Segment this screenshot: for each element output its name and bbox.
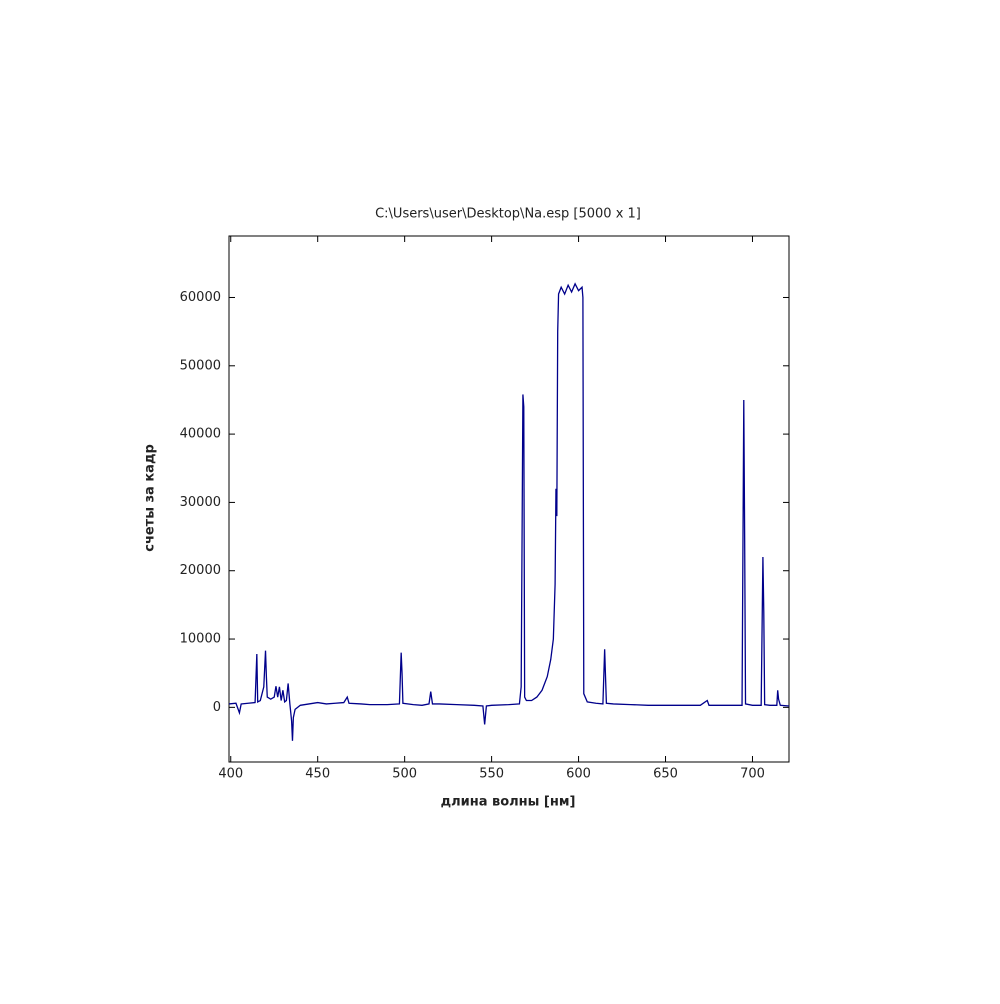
x-tick-label: 600 — [566, 767, 591, 782]
y-axis-label: счеты за кадр — [143, 444, 158, 552]
y-tick-label: 10000 — [180, 632, 221, 647]
x-tick-label: 550 — [479, 767, 504, 782]
y-tick-label: 20000 — [180, 563, 221, 578]
y-tick-label: 30000 — [180, 495, 221, 510]
x-tick-label: 700 — [740, 767, 765, 782]
y-tick-label: 40000 — [180, 427, 221, 442]
chart-title: C:\Users\user\Desktop\Na.esp [5000 x 1] — [375, 207, 641, 222]
x-tick-label: 500 — [392, 767, 417, 782]
plot-frame — [228, 235, 790, 763]
spectrum-line — [228, 282, 790, 741]
y-tick-label: 50000 — [180, 358, 221, 373]
x-tick-label: 400 — [218, 767, 243, 782]
y-tick-label: 60000 — [180, 290, 221, 305]
x-axis-label: длина волны [нм] — [441, 795, 576, 810]
y-tick-label: 0 — [213, 700, 221, 715]
x-tick-label: 650 — [653, 767, 678, 782]
x-tick-label: 450 — [305, 767, 330, 782]
